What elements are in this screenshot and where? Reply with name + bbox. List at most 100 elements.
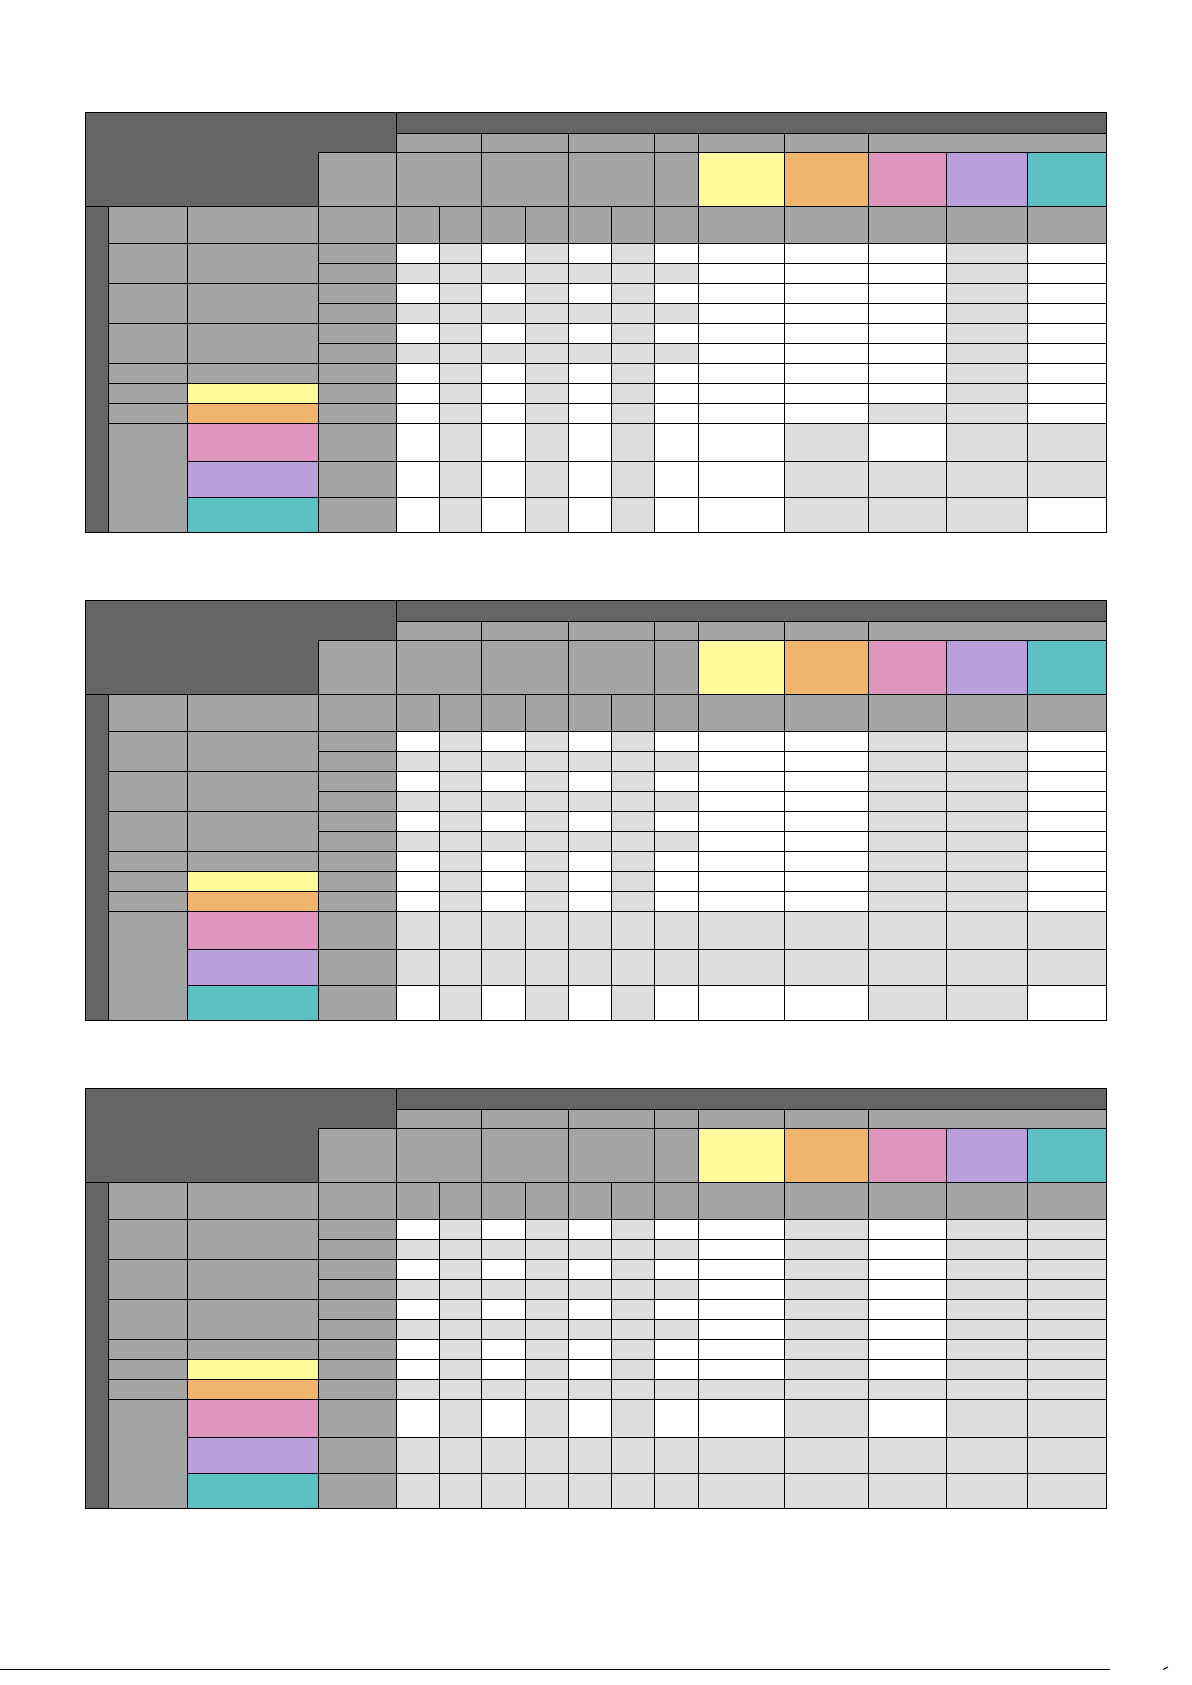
header-top [396, 1088, 1107, 1110]
table-cell [1027, 1299, 1107, 1320]
table-cell [568, 1379, 612, 1400]
table-cell [946, 751, 1028, 772]
table-cell [611, 771, 655, 792]
row-sublabel [318, 911, 397, 950]
table-cell [481, 831, 526, 852]
row-sublabel [318, 731, 397, 752]
table-cell [1027, 303, 1107, 324]
table-cell [396, 851, 440, 872]
col-header [568, 206, 612, 244]
table-cell [611, 403, 655, 424]
col-header [187, 206, 319, 244]
row-group [108, 851, 188, 872]
table-cell [481, 911, 526, 950]
table-cell [654, 323, 699, 344]
table-cell [946, 383, 1028, 404]
table-cell [568, 831, 612, 852]
col-header [439, 694, 482, 732]
table-cell [1027, 323, 1107, 344]
table-cell [396, 283, 440, 304]
table-cell [784, 811, 869, 832]
table-cell [946, 911, 1028, 950]
table-cell [568, 985, 612, 1021]
table-cell [611, 851, 655, 872]
table-cell [525, 1437, 569, 1474]
table-cell [525, 751, 569, 772]
table-cell [946, 423, 1028, 462]
table-cell [868, 383, 947, 404]
table-cell [946, 403, 1028, 424]
table-cell [439, 1379, 482, 1400]
row-sublabel [318, 383, 397, 404]
row-group [108, 771, 188, 812]
table-cell [568, 1473, 612, 1509]
table-cell [868, 1359, 947, 1380]
table-cell [525, 1239, 569, 1260]
table-cell [568, 771, 612, 792]
col-header [525, 1182, 569, 1220]
table-cell [439, 911, 482, 950]
table-cell [525, 1379, 569, 1400]
table-cell [654, 911, 699, 950]
side-band [85, 1182, 109, 1509]
table-cell [396, 497, 440, 533]
col-header [525, 206, 569, 244]
group-header [654, 1109, 699, 1129]
table-cell [439, 1319, 482, 1340]
row-sublabel [318, 949, 397, 986]
row-label [187, 461, 319, 498]
table-cell [698, 1339, 785, 1360]
row-group [108, 403, 188, 424]
table-cell [1027, 1239, 1107, 1260]
table-cell [439, 1259, 482, 1280]
table-cell [439, 985, 482, 1021]
table-cell [611, 343, 655, 364]
table-cell [439, 283, 482, 304]
col-header [187, 694, 319, 732]
table-cell [525, 891, 569, 912]
sub-header [698, 1128, 785, 1183]
table-cell [481, 461, 526, 498]
table-cell [611, 949, 655, 986]
table-cell [611, 831, 655, 852]
table-cell [568, 1437, 612, 1474]
side-band [85, 694, 109, 1021]
table-cell [439, 831, 482, 852]
table-cell [439, 1279, 482, 1300]
table-cell [481, 1319, 526, 1340]
table-cell [611, 1399, 655, 1438]
table-cell [568, 1339, 612, 1360]
table-cell [611, 985, 655, 1021]
group-header [698, 133, 785, 153]
table-cell [481, 423, 526, 462]
table-cell [654, 871, 699, 892]
table-cell [868, 891, 947, 912]
table-cell [654, 791, 699, 812]
table-cell [1027, 243, 1107, 264]
table-cell [396, 1219, 440, 1240]
table-cell [1027, 1279, 1107, 1300]
table-cell [946, 891, 1028, 912]
table-cell [525, 383, 569, 404]
table-cell [611, 791, 655, 812]
group-header [396, 133, 482, 153]
sub-header [868, 152, 947, 207]
table-cell [525, 731, 569, 752]
table-cell [396, 985, 440, 1021]
table-cell [396, 1437, 440, 1474]
table-cell [439, 383, 482, 404]
table-cell [946, 323, 1028, 344]
table-cell [698, 1473, 785, 1509]
sub-header [654, 640, 699, 695]
table-cell [396, 1359, 440, 1380]
table-cell [1027, 771, 1107, 792]
col-header [784, 1182, 869, 1220]
table-cell [525, 771, 569, 792]
table-cell [698, 303, 785, 324]
table-cell [439, 891, 482, 912]
row-group [108, 283, 188, 324]
table-cell [868, 403, 947, 424]
table-cell [525, 1319, 569, 1340]
table-cell [698, 1219, 785, 1240]
